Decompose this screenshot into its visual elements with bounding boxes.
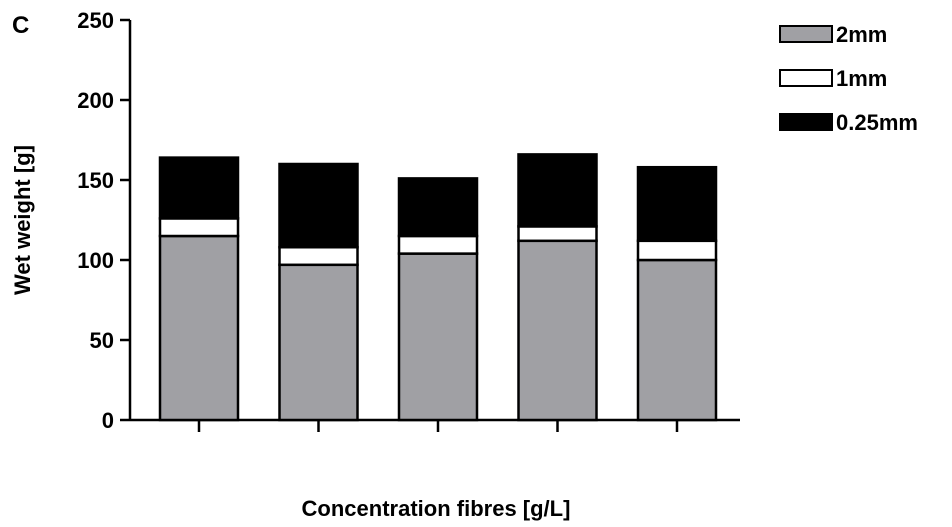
bar-segment-1mm bbox=[517, 225, 598, 243]
bar-segment-0-25mm bbox=[278, 162, 359, 249]
y-tick-label: 100 bbox=[77, 248, 114, 273]
legend-swatch bbox=[779, 113, 833, 131]
bar-segment-2mm bbox=[158, 234, 240, 422]
legend-label: 0.25mm bbox=[836, 110, 918, 135]
legend-swatch bbox=[779, 25, 833, 43]
y-axis: 0 50 100 150 200 250 bbox=[77, 8, 132, 433]
y-tick-label: 150 bbox=[77, 168, 114, 193]
bar-segment-0-25mm bbox=[636, 165, 718, 243]
legend-swatch bbox=[779, 69, 833, 87]
bar-segment-2mm bbox=[397, 252, 479, 422]
y-tick-label: 200 bbox=[77, 88, 114, 113]
x-axis bbox=[130, 418, 740, 432]
bar-segment-2mm bbox=[278, 263, 359, 422]
y-axis-title: Wet weight [g] bbox=[10, 145, 35, 295]
bar-segment-0-25mm bbox=[397, 177, 479, 238]
bar-segment-2mm bbox=[517, 239, 598, 422]
bar-segment-0-25mm bbox=[517, 153, 598, 228]
y-tick-label: 250 bbox=[77, 8, 114, 33]
bar-segment-1mm bbox=[397, 234, 479, 255]
bar-segment-1mm bbox=[278, 245, 359, 267]
y-tick-label: 50 bbox=[90, 328, 114, 353]
legend-label: 1mm bbox=[836, 66, 887, 91]
x-axis-title: Concentration fibres [g/L] bbox=[302, 496, 571, 521]
bar-segment-2mm bbox=[636, 258, 718, 422]
panel-label: C bbox=[12, 12, 29, 39]
bar-segment-0-25mm bbox=[158, 156, 240, 220]
bar-segment-1mm bbox=[636, 239, 718, 262]
legend: 2mm 1mm 0.25mm bbox=[779, 22, 918, 135]
legend-label: 2mm bbox=[836, 22, 887, 47]
bars bbox=[158, 153, 718, 422]
y-tick-label: 0 bbox=[102, 408, 114, 433]
bar-segment-1mm bbox=[158, 217, 240, 238]
